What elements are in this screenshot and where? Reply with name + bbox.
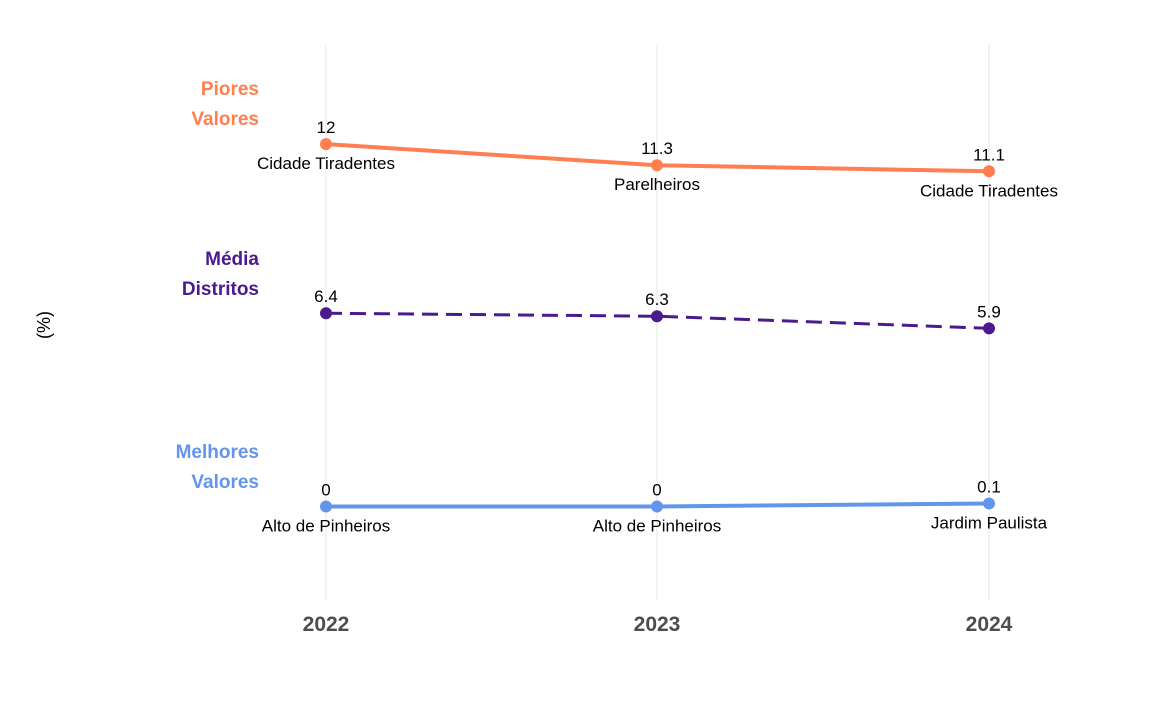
data-label-worst-2024: 11.1 xyxy=(973,145,1005,164)
data-label-best-2024: 0.1 xyxy=(977,477,1001,496)
district-label-worst-2024: Cidade Tiradentes xyxy=(920,181,1058,200)
data-point-best-2022 xyxy=(320,500,332,513)
data-point-mean-2024 xyxy=(983,322,995,335)
data-point-best-2023 xyxy=(651,500,663,513)
district-label-worst-2023: Parelheiros xyxy=(614,175,700,194)
data-label-mean-2024: 5.9 xyxy=(977,302,1001,321)
district-label-best-2024: Jardim Paulista xyxy=(931,513,1048,532)
series-labels: Piores Valores Média Distritos Melhores Valor… xyxy=(176,79,260,493)
data-point-worst-2023 xyxy=(651,159,663,172)
data-point-best-2024 xyxy=(983,497,995,510)
data-point-mean-2022 xyxy=(320,307,332,320)
series-name-mean-line-2: Distritos xyxy=(182,279,259,300)
district-label-best-2022: Alto de Pinheiros xyxy=(262,517,391,536)
series-name-best-line-2: Valores xyxy=(191,472,259,493)
district-label-worst-2022: Cidade Tiradentes xyxy=(257,154,395,173)
x-tick-label-2022: 2022 xyxy=(303,613,350,636)
y-axis-label: (%) xyxy=(34,311,54,339)
data-label-mean-2022: 6.4 xyxy=(314,287,338,306)
data-label-mean-2023: 6.3 xyxy=(645,290,669,309)
data-label-worst-2022: 12 xyxy=(317,118,336,137)
data-label-best-2023: 0 xyxy=(652,481,661,500)
data-label-worst-2023: 11.3 xyxy=(641,139,673,158)
data-label-best-2022: 0 xyxy=(321,481,330,500)
data-point-mean-2023 xyxy=(651,310,663,323)
data-point-worst-2024 xyxy=(983,165,995,178)
series-line-mean xyxy=(325,311,990,330)
x-tick-label-2024: 2024 xyxy=(966,613,1013,636)
x-tick-label-2023: 2023 xyxy=(634,613,681,636)
series-name-worst-line-1: Piores xyxy=(201,79,259,100)
data-point-worst-2022 xyxy=(320,138,332,151)
x-axis-ticks: 2022 2023 2024 xyxy=(303,613,1013,636)
series-name-mean-line-1: Média xyxy=(205,249,259,270)
district-label-best-2023: Alto de Pinheiros xyxy=(593,517,722,536)
series-name-worst-line-2: Valores xyxy=(191,109,259,130)
series-name-best-line-1: Melhores xyxy=(176,442,259,463)
series-group: 12 Cidade Tiradentes 11.3 Parelheiros 11.1 Ci… xyxy=(257,118,1058,535)
